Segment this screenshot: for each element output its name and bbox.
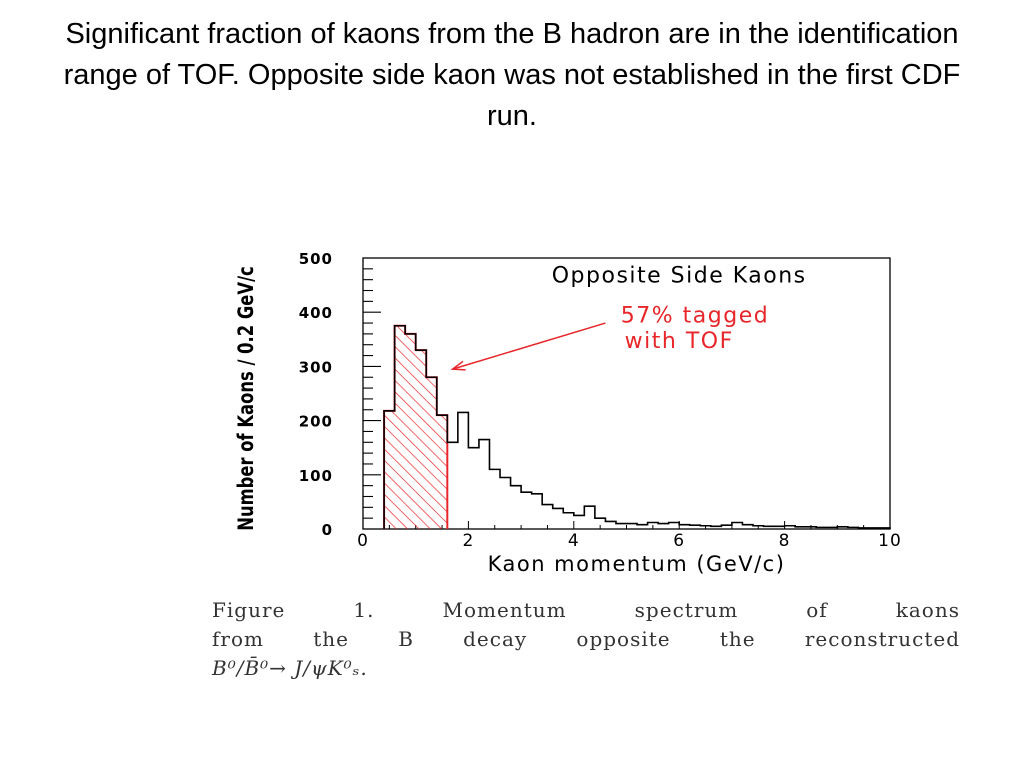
slide-title: Significant fraction of kaons from the B… bbox=[63, 18, 961, 132]
histogram-line bbox=[383, 324, 891, 529]
caption-line-1: Figure 1. Momentum spectrum of kaons bbox=[212, 598, 960, 622]
chart-title: Opposite Side Kaons bbox=[552, 263, 807, 288]
caption-line-3: B⁰/B̄⁰→ J/ψK⁰ₛ. bbox=[212, 656, 368, 680]
tagged-bin bbox=[426, 377, 437, 529]
y-tick-label: 100 bbox=[299, 467, 333, 485]
tagged-bin bbox=[405, 333, 416, 529]
caption-line-2: from the B decay opposite the reconstruc… bbox=[212, 627, 960, 651]
x-tick-label: 0 bbox=[357, 531, 369, 551]
y-tick-label: 0 bbox=[322, 521, 333, 539]
y-tick-label: 500 bbox=[299, 250, 333, 268]
x-tick-label: 4 bbox=[568, 531, 580, 551]
annotation-line-2: with TOF bbox=[625, 329, 734, 354]
x-tick-label: 2 bbox=[462, 531, 474, 551]
y-axis-label: Number of Kaons / 0.2 GeV/c bbox=[235, 266, 258, 531]
kaon-momentum-histogram: 0 100 200 300 400 500 0 2 4 6 8 10 Opposite Side Kao… bbox=[235, 250, 902, 576]
annotation-line-1: 57% tagged bbox=[621, 303, 769, 328]
y-tick-label: 400 bbox=[299, 304, 333, 322]
x-tick-label: 6 bbox=[673, 531, 685, 551]
tagged-bin bbox=[415, 350, 427, 529]
tagged-bin bbox=[436, 415, 448, 529]
annotation-arrow bbox=[452, 322, 606, 370]
x-axis-label: Kaon momentum (GeV/c) bbox=[488, 552, 786, 576]
y-tick-label: 200 bbox=[299, 413, 333, 431]
figure-caption: Figure 1. Momentum spectrum of kaons fro… bbox=[212, 596, 960, 683]
x-tick-label: 8 bbox=[779, 531, 791, 551]
y-tick-label: 300 bbox=[299, 358, 333, 376]
tagged-bin bbox=[394, 325, 406, 529]
x-tick-label: 10 bbox=[878, 531, 902, 551]
tagged-bin bbox=[384, 410, 395, 529]
annotation-arrowhead bbox=[450, 360, 466, 371]
